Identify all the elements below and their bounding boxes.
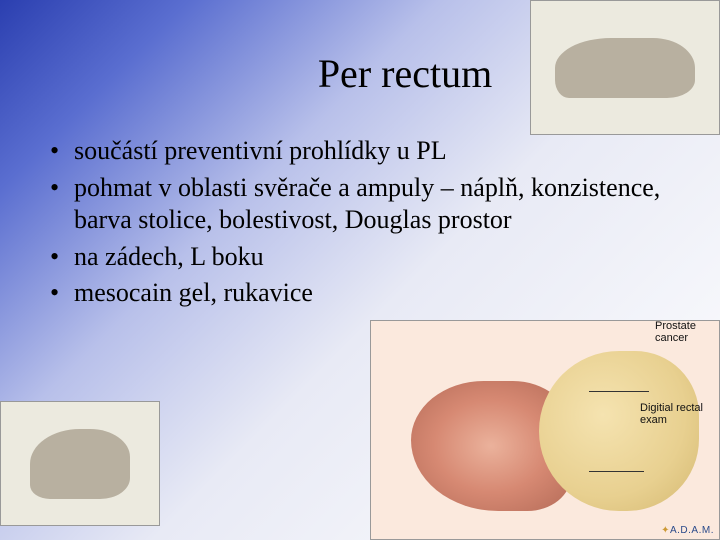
image-anatomy-dre bbox=[370, 320, 720, 540]
attribution-logo: ✦A.D.A.M. bbox=[661, 525, 714, 536]
bullet-item: mesocain gel, rukavice bbox=[50, 277, 680, 310]
figure-icon bbox=[30, 429, 130, 499]
attribution-text: A.D.A.M. bbox=[670, 525, 714, 536]
leader-line-icon bbox=[589, 391, 649, 392]
bullet-item: na zádech, L boku bbox=[50, 241, 680, 274]
figure-icon bbox=[555, 38, 695, 98]
star-icon: ✦ bbox=[661, 525, 670, 536]
anatomy-label-prostate: Prostate cancer bbox=[655, 320, 710, 344]
anatomy-illustration bbox=[371, 321, 719, 539]
slide: Per rectum součástí preventivní prohlídk… bbox=[0, 0, 720, 540]
image-patient-supine bbox=[530, 0, 720, 135]
pelvis-icon bbox=[539, 351, 699, 511]
bullet-list: součástí preventivní prohlídky u PL pohm… bbox=[50, 135, 680, 310]
anatomy-label-dre: Digitial rectal exam bbox=[640, 402, 710, 426]
image-patient-kneeling bbox=[0, 401, 160, 526]
bullet-item: pohmat v oblasti svěrače a ampuly – nápl… bbox=[50, 172, 680, 237]
leader-line-icon bbox=[589, 471, 644, 472]
bullet-item: součástí preventivní prohlídky u PL bbox=[50, 135, 680, 168]
